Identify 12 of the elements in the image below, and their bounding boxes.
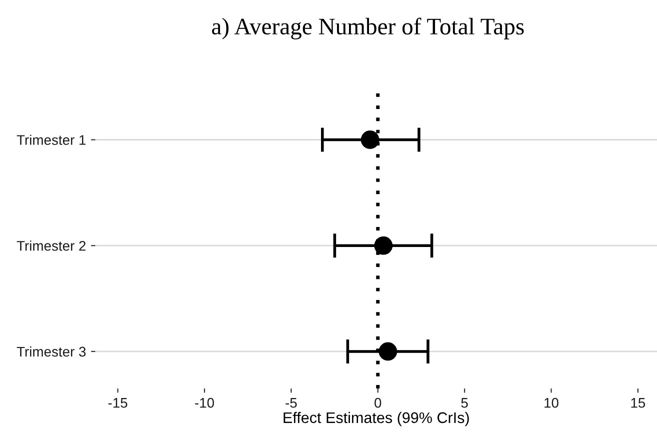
y-tick-label: Trimester 1 <box>16 134 86 145</box>
x-tick-label: -5 <box>286 398 297 408</box>
x-tick-label: 5 <box>461 398 468 408</box>
chart-title: a) Average Number of Total Taps <box>212 18 524 40</box>
x-tick-label: 10 <box>544 398 558 408</box>
y-tick-label: Trimester 2 <box>16 240 86 251</box>
x-axis-title: Effect Estimates (99% CrIs) <box>284 412 469 426</box>
x-tick-label: -10 <box>195 398 214 408</box>
x-tick-label: -15 <box>108 398 128 408</box>
y-tick-label: Trimester 3 <box>16 346 86 357</box>
x-tick-label: 15 <box>631 398 646 408</box>
x-tick-label: 0 <box>374 398 382 408</box>
